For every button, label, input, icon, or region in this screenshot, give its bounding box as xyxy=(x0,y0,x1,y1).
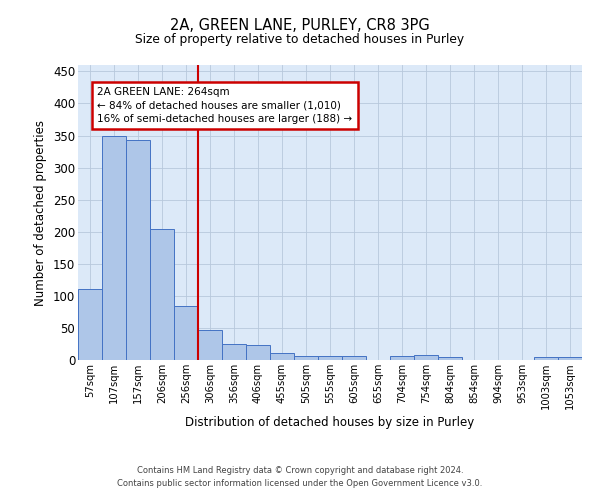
Bar xyxy=(294,356,318,360)
Bar xyxy=(270,353,294,360)
Bar xyxy=(342,356,366,360)
Text: Size of property relative to detached houses in Purley: Size of property relative to detached ho… xyxy=(136,32,464,46)
Bar xyxy=(174,306,198,360)
Bar xyxy=(198,330,222,360)
Bar xyxy=(246,344,270,360)
Bar xyxy=(558,358,582,360)
Bar xyxy=(438,358,462,360)
Bar xyxy=(150,229,174,360)
Bar xyxy=(126,140,150,360)
Text: 2A, GREEN LANE, PURLEY, CR8 3PG: 2A, GREEN LANE, PURLEY, CR8 3PG xyxy=(170,18,430,32)
Bar xyxy=(318,356,342,360)
Text: 2A GREEN LANE: 264sqm
← 84% of detached houses are smaller (1,010)
16% of semi-d: 2A GREEN LANE: 264sqm ← 84% of detached … xyxy=(97,88,352,124)
Bar xyxy=(390,356,414,360)
Y-axis label: Number of detached properties: Number of detached properties xyxy=(34,120,47,306)
Bar xyxy=(78,290,102,360)
Bar xyxy=(102,136,126,360)
Bar xyxy=(222,344,246,360)
Bar xyxy=(414,355,438,360)
Bar xyxy=(534,357,558,360)
X-axis label: Distribution of detached houses by size in Purley: Distribution of detached houses by size … xyxy=(185,416,475,429)
Text: Contains HM Land Registry data © Crown copyright and database right 2024.
Contai: Contains HM Land Registry data © Crown c… xyxy=(118,466,482,487)
